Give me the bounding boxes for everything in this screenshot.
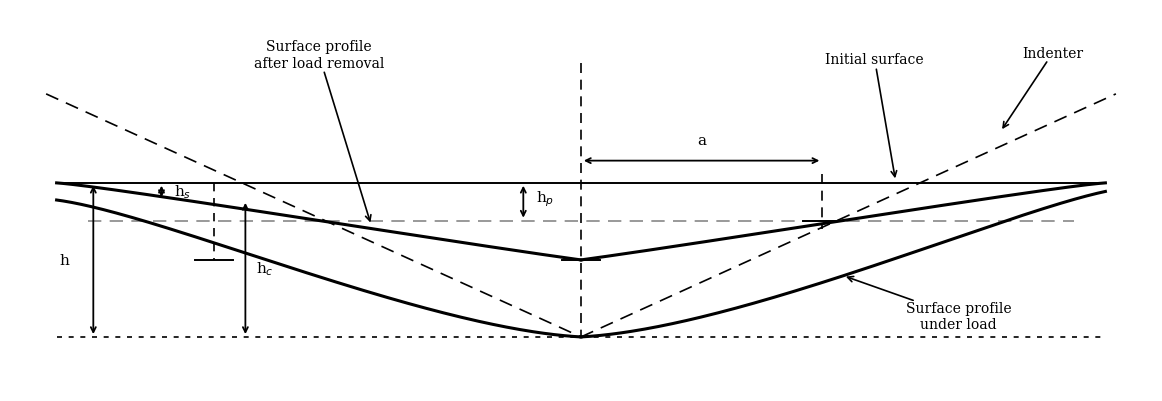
Text: h$_s$: h$_s$ [174, 183, 192, 201]
Text: Surface profile
after load removal: Surface profile after load removal [253, 41, 383, 221]
Text: Initial surface: Initial surface [825, 53, 924, 177]
Text: Indenter: Indenter [1003, 47, 1083, 128]
Text: h: h [59, 253, 69, 267]
Text: Surface profile
under load: Surface profile under load [847, 277, 1011, 332]
Text: a: a [697, 134, 706, 148]
Text: h$_p$: h$_p$ [536, 189, 554, 209]
Text: h$_c$: h$_c$ [256, 260, 273, 277]
